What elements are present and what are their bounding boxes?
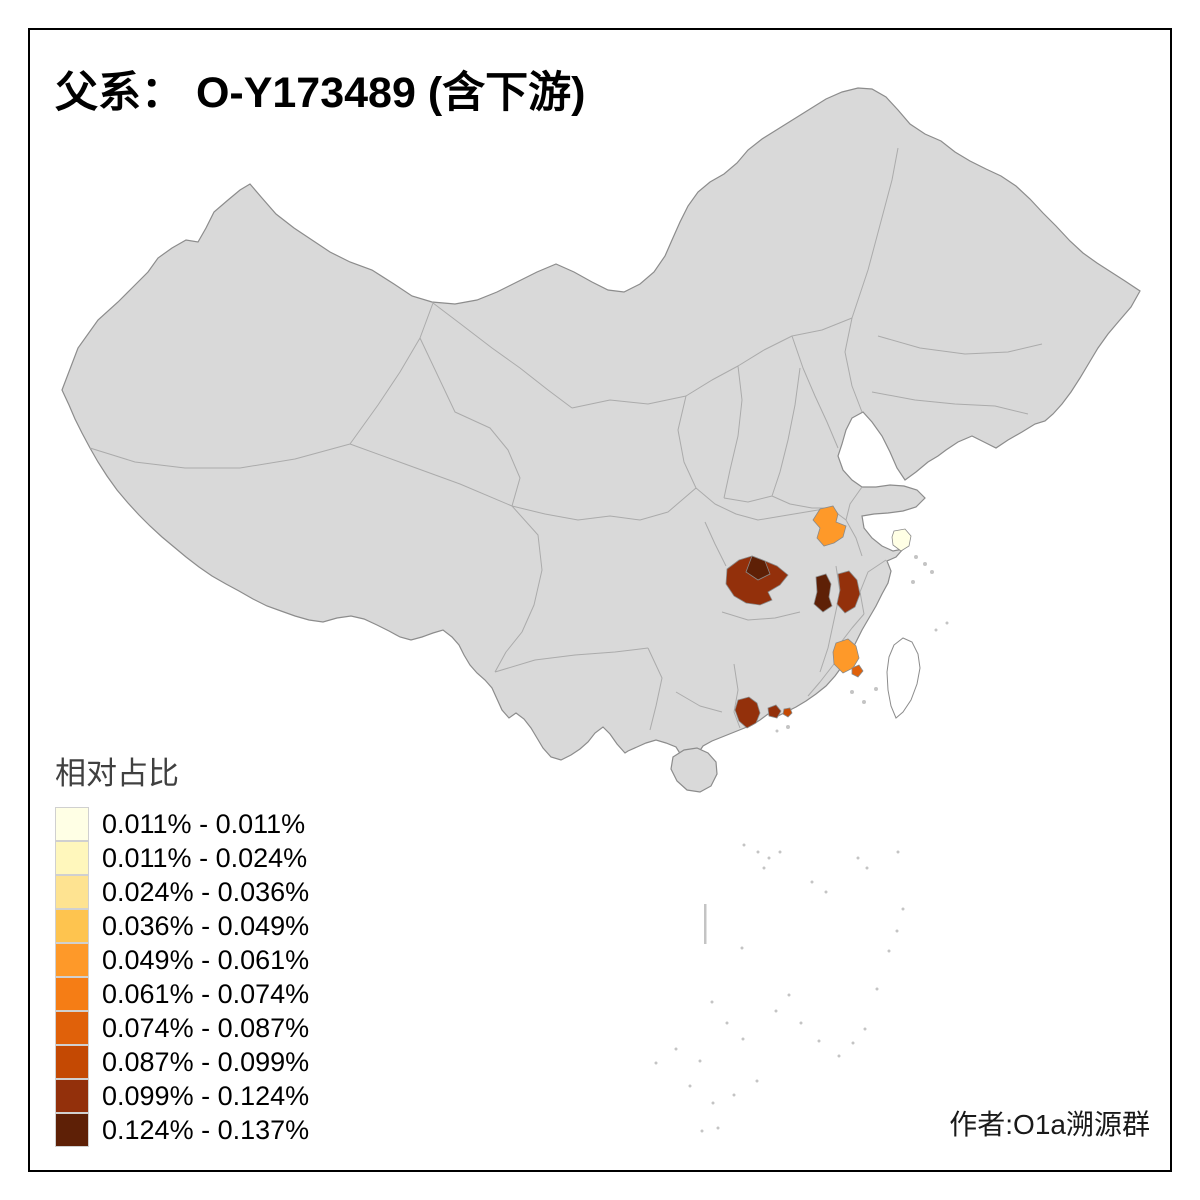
legend-swatch	[55, 1079, 89, 1113]
legend-row: 0.024% - 0.036%	[55, 875, 309, 909]
legend-class-label: 0.061% - 0.074%	[102, 978, 310, 1009]
legend-class-label: 0.036% - 0.049%	[102, 910, 310, 941]
legend-class-label: 0.024% - 0.036%	[102, 876, 310, 907]
legend-row: 0.011% - 0.024%	[55, 841, 309, 875]
page-title: 父系： O-Y173489 (含下游)	[55, 69, 586, 117]
legend-swatch	[55, 875, 89, 909]
legend-row: 0.049% - 0.061%	[55, 943, 309, 977]
legend-swatch	[55, 943, 89, 977]
legend-row: 0.074% - 0.087%	[55, 1011, 309, 1045]
legend-title: 相对占比	[55, 756, 179, 791]
legend-class-label: 0.099% - 0.124%	[102, 1080, 310, 1111]
legend-swatch	[55, 841, 89, 875]
legend-class-label: 0.049% - 0.061%	[102, 944, 310, 975]
legend-class-label: 0.087% - 0.099%	[102, 1046, 310, 1077]
legend-class-label: 0.011% - 0.011%	[102, 808, 306, 839]
highlight-region-south-coast-main	[734, 696, 761, 729]
highlight-region-south-central-east	[836, 570, 861, 614]
legend-swatch	[55, 977, 89, 1011]
legend-row: 0.087% - 0.099%	[55, 1045, 309, 1079]
legend-row: 0.099% - 0.124%	[55, 1079, 309, 1113]
legend-row: 0.036% - 0.049%	[55, 909, 309, 943]
legend-class-label: 0.011% - 0.024%	[102, 842, 308, 873]
island-strip	[704, 904, 707, 944]
highlight-region-southwest-dark	[745, 555, 771, 581]
legend-swatch	[55, 1011, 89, 1045]
legend-row: 0.011% - 0.011%	[55, 807, 309, 841]
legend-swatch	[55, 1113, 89, 1147]
legend-swatch	[55, 1045, 89, 1079]
highlighted-regions	[725, 505, 912, 729]
legend-swatch	[55, 909, 89, 943]
legend-row: 0.124% - 0.137%	[55, 1113, 309, 1147]
highlight-region-south-coast-tiny	[782, 707, 793, 718]
highlight-region-south-central-west	[813, 573, 833, 613]
taiwan-island-shape	[886, 637, 921, 719]
highlight-region-east-coast-pale	[891, 528, 912, 552]
hainan-island-shape	[670, 747, 718, 793]
mainland-china-shape	[61, 87, 1141, 776]
legend: 相对占比 0.011% - 0.011% 0.011% - 0.024% 0.0…	[55, 748, 309, 1147]
plot-frame	[28, 28, 1172, 1172]
legend-class-label: 0.124% - 0.137%	[102, 1114, 310, 1145]
legend-swatch	[55, 807, 89, 841]
legend-class-label: 0.074% - 0.087%	[102, 1012, 310, 1043]
highlight-region-central-china	[812, 505, 847, 547]
author-credit: 作者:O1a溯源群	[949, 1109, 1150, 1140]
highlight-region-south-coast-small	[767, 704, 782, 719]
legend-row: 0.061% - 0.074%	[55, 977, 309, 1011]
highlight-region-southeast-dot	[851, 664, 864, 678]
province-borders	[89, 147, 1043, 731]
